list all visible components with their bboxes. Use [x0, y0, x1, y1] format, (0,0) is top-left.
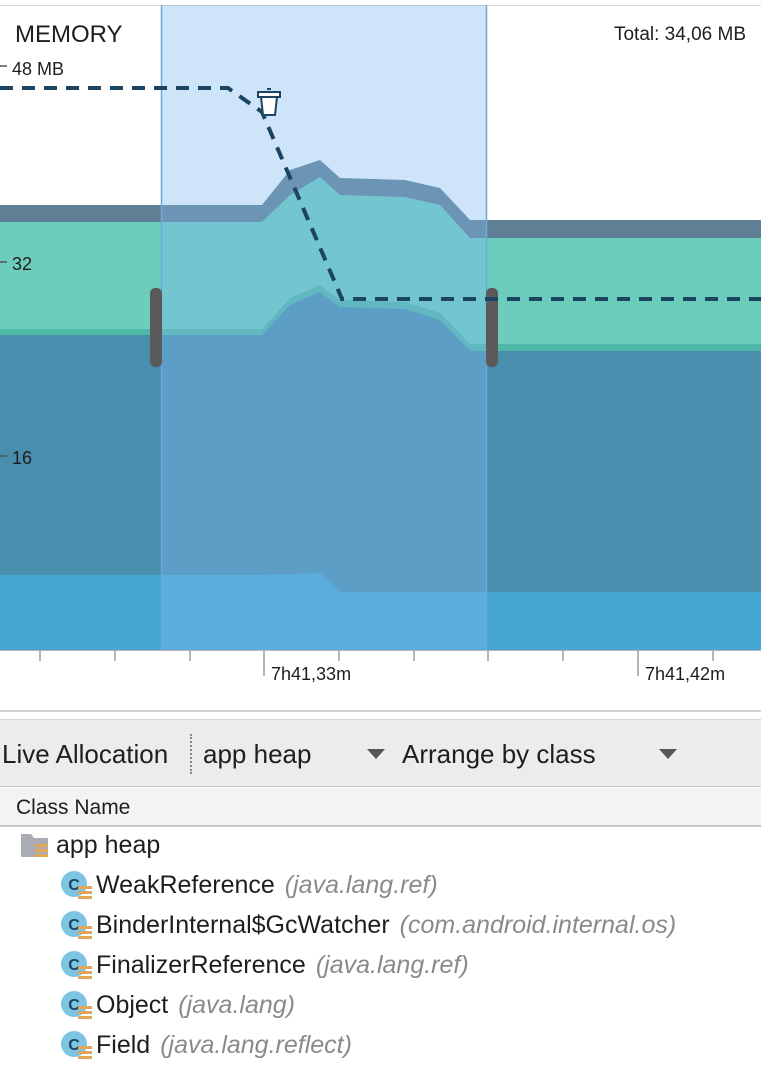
class-row-binderinternal-gcwatcher[interactable]: C BinderInternal$GcWatcher (com.android.i… — [60, 910, 676, 950]
class-name: WeakReference — [96, 870, 275, 899]
class-name-column-header[interactable]: Class Name — [0, 788, 761, 827]
garbage-collection-icon[interactable] — [257, 88, 281, 116]
memory-chart[interactable]: MEMORY Total: 34,06 MB 48 MB 32 16 7h41,… — [0, 0, 761, 712]
area-main-band — [0, 292, 761, 650]
y-label-16: 16 — [12, 448, 32, 468]
class-name-header-label: Class Name — [16, 796, 131, 819]
folder-icon — [20, 831, 54, 859]
class-icon: C — [60, 910, 94, 940]
heap-select[interactable]: app heap — [203, 739, 312, 769]
class-package: (java.lang) — [178, 990, 295, 1019]
selection-range[interactable] — [161, 5, 486, 650]
class-name: BinderInternal$GcWatcher — [96, 910, 390, 939]
class-icon: C — [60, 870, 94, 900]
time-label-1: 7h41,33m — [271, 664, 351, 684]
heap-select-dropdown-icon[interactable] — [367, 749, 385, 759]
tree-root-label: app heap — [56, 830, 161, 859]
class-row-finalizerreference[interactable]: C FinalizerReference (java.lang.ref) — [60, 950, 469, 990]
chart-title: MEMORY — [15, 21, 123, 48]
live-allocation-label: Live Allocation — [2, 739, 169, 769]
toolbar-separator — [190, 734, 192, 774]
class-name: Field — [96, 1030, 151, 1059]
total-memory-label: Total: 34,06 MB — [614, 24, 746, 45]
class-package: (java.lang.ref) — [315, 950, 469, 979]
allocation-toolbar: Live Allocation app heap Arrange by clas… — [0, 719, 761, 787]
time-axis-ticks — [39, 651, 714, 676]
svg-text:C: C — [68, 1037, 80, 1054]
class-row-field[interactable]: C Field (java.lang.reflect) — [60, 1030, 352, 1070]
class-icon: C — [60, 990, 94, 1020]
svg-text:C: C — [68, 957, 80, 974]
arrange-select-dropdown-icon[interactable] — [659, 749, 677, 759]
class-icon: C — [60, 1030, 94, 1060]
y-label-48mb: 48 MB — [12, 59, 64, 79]
class-icon: C — [60, 950, 94, 980]
class-row-object[interactable]: C Object (java.lang) — [60, 990, 295, 1030]
class-name: Object — [96, 990, 169, 1019]
class-row-weakreference[interactable]: C WeakReference (java.lang.ref) — [60, 870, 438, 910]
time-label-2: 7h41,42m — [645, 664, 725, 684]
class-package: (java.lang.reflect) — [160, 1030, 352, 1059]
class-package: (com.android.internal.os) — [399, 910, 677, 939]
class-package: (java.lang.ref) — [284, 870, 438, 899]
selection-right-handle[interactable] — [486, 288, 498, 367]
area-bottom-band — [0, 573, 761, 650]
svg-text:C: C — [68, 997, 80, 1014]
svg-text:C: C — [68, 917, 80, 934]
arrange-select[interactable]: Arrange by class — [402, 739, 596, 769]
selection-left-handle[interactable] — [150, 288, 162, 367]
class-name: FinalizerReference — [96, 950, 306, 979]
svg-text:C: C — [68, 877, 80, 894]
y-label-32: 32 — [12, 254, 32, 274]
tree-root-app-heap[interactable]: app heap — [20, 830, 160, 870]
